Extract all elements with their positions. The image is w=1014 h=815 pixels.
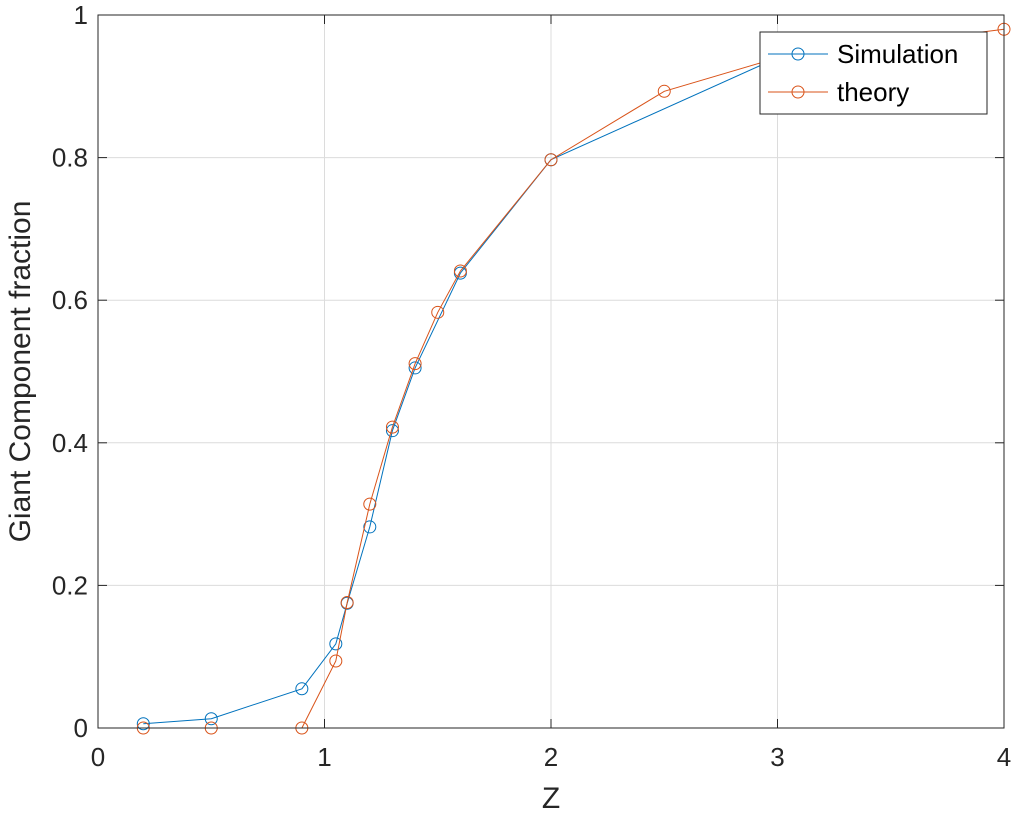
data-point xyxy=(329,654,343,668)
legend-label-simulation: Simulation xyxy=(837,39,958,69)
grid xyxy=(98,15,1004,728)
x-tick-label: 0 xyxy=(91,742,105,772)
y-axis-label: Giant Component fraction xyxy=(4,201,37,543)
ticks xyxy=(97,14,1005,729)
legend: Simulation theory xyxy=(759,31,988,115)
y-tick-label: 0 xyxy=(74,713,88,743)
data-point xyxy=(363,520,377,534)
x-tick-label: 2 xyxy=(544,742,558,772)
data-point xyxy=(657,84,671,98)
series-line-theory xyxy=(143,28,1005,729)
data-point xyxy=(295,682,309,696)
series-line-simulation xyxy=(143,57,778,725)
data-point xyxy=(385,420,399,434)
tick-labels: 0 1 2 3 4 0 0.2 0.4 0.6 0.8 1 xyxy=(52,0,1011,772)
data-point xyxy=(340,596,354,610)
y-tick-label: 0.4 xyxy=(52,428,88,458)
data-point xyxy=(544,153,558,167)
x-axis-label: Z xyxy=(542,782,560,815)
series-layer xyxy=(136,22,1011,735)
data-point xyxy=(204,712,218,726)
data-point xyxy=(385,424,399,438)
data-point xyxy=(408,361,422,375)
data-point xyxy=(136,717,150,731)
data-point xyxy=(453,264,467,278)
legend-marker-simulation xyxy=(791,47,805,61)
y-tick-label: 0.2 xyxy=(52,570,88,600)
x-tick-label: 4 xyxy=(997,742,1011,772)
data-point xyxy=(363,497,377,511)
y-tick-label: 1 xyxy=(74,0,88,30)
y-tick-label: 0.8 xyxy=(52,143,88,173)
data-point xyxy=(431,305,445,319)
legend-box xyxy=(759,31,988,115)
legend-label-theory: theory xyxy=(837,77,909,107)
data-point xyxy=(408,357,422,371)
y-tick-label: 0.6 xyxy=(52,285,88,315)
legend-marker-theory xyxy=(791,85,805,99)
x-tick-label: 3 xyxy=(770,742,784,772)
x-tick-label: 1 xyxy=(317,742,331,772)
data-point xyxy=(329,637,343,651)
